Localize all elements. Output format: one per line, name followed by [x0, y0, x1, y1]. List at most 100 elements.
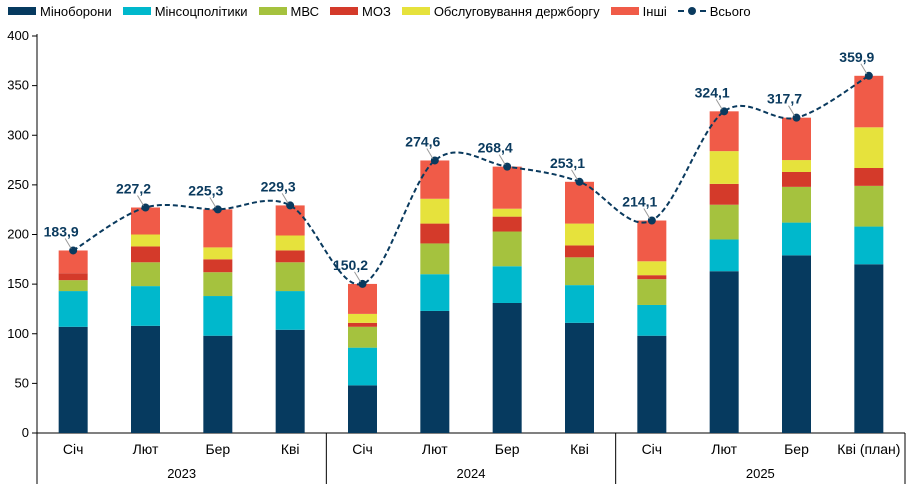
total-value-label: 317,7 [767, 91, 802, 107]
bar-segment [709, 271, 739, 433]
legend-line-marker [677, 6, 706, 16]
bar-segment [420, 243, 450, 275]
legend-item: Обслуговування держборгу [401, 3, 600, 19]
bar-segment [637, 261, 667, 276]
bar-segment [709, 151, 739, 184]
y-tick-label: 300 [7, 127, 29, 142]
total-line [72, 74, 870, 286]
legend-swatch [330, 7, 359, 15]
bar-segment [637, 335, 667, 433]
total-value-label: 359,9 [839, 49, 874, 65]
y-tick-label: 150 [7, 276, 29, 291]
bar-segment [58, 250, 88, 274]
bar-segment [854, 127, 884, 169]
legend-label: Міноборони [40, 3, 112, 19]
bar-segment [637, 275, 667, 280]
bar-segment [492, 266, 522, 303]
total-value-label: 324,1 [695, 84, 730, 100]
x-group-label: 2024 [457, 466, 486, 481]
bar-segment [854, 185, 884, 227]
label-leader [788, 105, 795, 116]
bar-segment [709, 204, 739, 240]
x-tick-label: Бер [205, 441, 230, 457]
label-leader [498, 154, 506, 165]
bar-segment [58, 291, 88, 327]
y-tick-label: 200 [7, 227, 29, 242]
bar-segment [565, 181, 594, 224]
bar-segment [492, 166, 522, 209]
y-tick-label: 250 [7, 177, 29, 192]
bar-segment [420, 160, 450, 199]
label-leader [281, 193, 289, 204]
x-tick-label: Бер [784, 441, 809, 457]
bar-segment [348, 283, 377, 314]
total-value-label: 214,1 [622, 194, 657, 210]
x-tick-label: Кві (план) [837, 441, 900, 457]
legend-label: Інші [642, 3, 667, 19]
legend-swatch [401, 7, 430, 15]
bar-segment [565, 285, 594, 323]
total-value-label: 225,3 [188, 182, 223, 198]
legend-swatch [610, 7, 639, 15]
bar-segment [782, 160, 811, 172]
bar-segment [637, 279, 667, 305]
legend-item: Міноборони [8, 4, 112, 19]
x-tick-label: Лют [711, 441, 737, 457]
x-tick-label: Кві [570, 441, 589, 457]
legend-item: Всього [677, 4, 751, 19]
legend-label: Обслуговування держборгу [433, 3, 600, 19]
label-leader [860, 63, 868, 75]
bar-segment [709, 183, 739, 205]
bar-segment [131, 325, 160, 433]
x-tick-label: Січ [642, 441, 663, 457]
legend-swatch [8, 7, 36, 15]
bar-segment [565, 245, 594, 258]
legend-swatch [122, 7, 151, 15]
bar-segment [637, 304, 667, 336]
total-value-label: 268,4 [478, 140, 513, 156]
bar-segment [709, 111, 739, 152]
bar-segment [275, 250, 305, 263]
bar-segment [782, 222, 811, 256]
bar-segment [782, 186, 811, 223]
bar-segment [275, 329, 305, 433]
y-tick-label: 50 [15, 375, 29, 390]
bar-segment [203, 296, 233, 336]
total-value-label: 183,9 [44, 223, 79, 239]
bar-segment [492, 302, 522, 433]
label-leader [715, 99, 723, 110]
bar-segment [131, 234, 160, 247]
label-leader [571, 169, 578, 181]
bar-segment [203, 247, 233, 260]
label-leader [209, 197, 217, 208]
bar-segment [854, 75, 884, 128]
bar-segment [131, 262, 160, 287]
x-tick-label: Лют [133, 441, 159, 457]
bar-segment [420, 274, 450, 311]
bar-segment [782, 171, 811, 187]
y-tick-label: 400 [7, 28, 29, 43]
y-tick-label: 350 [7, 78, 29, 93]
bar-segment [348, 326, 377, 348]
bar-segment [348, 313, 377, 323]
bar-segment [492, 216, 522, 232]
label-leader [354, 271, 361, 283]
bar-segment [565, 223, 594, 246]
x-group-label: 2023 [167, 466, 196, 481]
bar-segment [854, 226, 884, 265]
legend-label: МОЗ [362, 3, 391, 19]
bar-segment [565, 257, 594, 286]
total-value-label: 229,3 [261, 178, 296, 194]
x-tick-label: Січ [352, 441, 373, 457]
bar-segment [854, 264, 884, 433]
bar-segment [565, 322, 594, 433]
bar-segment [348, 322, 377, 327]
bar-segment [275, 262, 305, 292]
bar-segment [275, 235, 305, 251]
total-value-label: 253,1 [550, 155, 585, 171]
bar-segment [854, 168, 884, 186]
legend-item: Мінсоцполітики [122, 4, 248, 19]
bar-segment [58, 326, 88, 433]
